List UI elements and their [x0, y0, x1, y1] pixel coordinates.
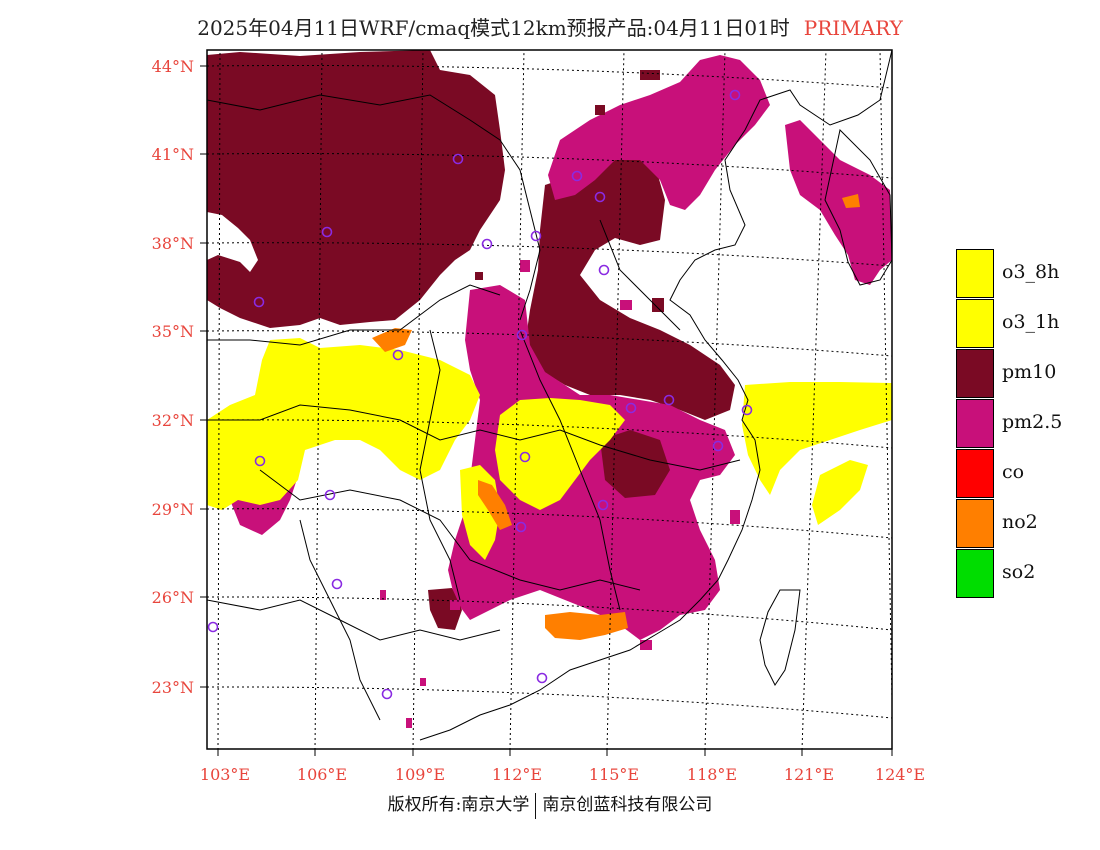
- coastline: [419, 50, 892, 741]
- no2-north-patch: [372, 328, 412, 352]
- longitude-labels: 103°E 106°E 109°E 112°E 115°E 118°E 121°…: [200, 765, 925, 784]
- footer-divider: [535, 792, 537, 819]
- legend-swatch: [956, 549, 994, 598]
- boundary-1: [207, 94, 541, 321]
- no2-central-patch: [478, 480, 512, 530]
- city-marker: [392, 349, 404, 361]
- lat-label: 41°N: [152, 145, 194, 164]
- boundary-2: [207, 284, 501, 346]
- lon-label: 118°E: [687, 765, 737, 784]
- boundary-6: [419, 329, 461, 601]
- lat-label: 44°N: [152, 57, 194, 76]
- lat-label: 26°N: [152, 588, 194, 607]
- lon-label: 115°E: [589, 765, 639, 784]
- boundary-5: [207, 599, 501, 641]
- city-markers: [207, 89, 753, 700]
- city-marker: [729, 89, 741, 101]
- pm10-central-region: [525, 150, 735, 420]
- graticule: [207, 50, 892, 749]
- city-marker: [530, 230, 542, 242]
- city-marker: [331, 578, 343, 590]
- city-marker: [594, 191, 606, 203]
- no2-east-patch: [842, 194, 860, 208]
- city-marker: [536, 672, 548, 684]
- legend-swatch: [956, 499, 994, 548]
- pollutant-fields: [207, 50, 892, 728]
- pm25-east-region: [785, 120, 892, 285]
- city-marker: [207, 621, 219, 633]
- latitude-labels: 44°N 41°N 38°N 35°N 32°N 29°N 26°N 23°N: [152, 57, 194, 697]
- boundary-3: [207, 404, 741, 471]
- city-marker: [254, 455, 266, 467]
- taiwan-outline: [759, 589, 801, 686]
- pm10-south-pocket: [428, 588, 462, 630]
- lon-label: 124°E: [875, 765, 925, 784]
- copyright-left: 版权所有:南京大学: [387, 795, 530, 815]
- legend-label: o3_1h: [1002, 311, 1060, 333]
- boundary-8: [599, 219, 681, 331]
- copyright-right: 南京创蓝科技有限公司: [542, 795, 713, 815]
- pm25-central-region: [448, 285, 735, 640]
- map-frame: [206, 49, 893, 750]
- o3-central-belt: [207, 338, 480, 510]
- city-marker: [324, 489, 336, 501]
- boundary-7: [519, 329, 621, 611]
- city-marker: [515, 521, 527, 533]
- map-title-tag: PRIMARY: [803, 16, 903, 40]
- legend-swatch: [956, 299, 994, 348]
- o3-middle-patch: [495, 398, 625, 510]
- lon-label: 121°E: [784, 765, 834, 784]
- o3-sea-patch: [812, 460, 868, 525]
- legend-swatch: [956, 249, 994, 298]
- map-title: 2025年04月11日WRF/cmaq模式12km预报产品:04月11日01时 P…: [0, 12, 1100, 41]
- city-marker: [452, 153, 464, 165]
- city-marker: [598, 264, 610, 276]
- city-marker: [516, 329, 528, 341]
- legend-swatch: [956, 399, 994, 448]
- city-marker: [571, 170, 583, 182]
- copyright-footer: 版权所有:南京大学 南京创蓝科技有限公司: [0, 790, 1100, 819]
- legend-label: no2: [1002, 511, 1038, 533]
- city-marker: [381, 688, 393, 700]
- city-marker: [321, 226, 333, 238]
- pm25-northeast-region: [548, 55, 770, 210]
- city-marker: [663, 394, 675, 406]
- city-marker: [253, 296, 265, 308]
- pm10-specks: [475, 70, 664, 312]
- city-marker: [481, 238, 493, 250]
- city-marker: [519, 451, 531, 463]
- lon-label: 112°E: [492, 765, 542, 784]
- city-marker: [712, 440, 724, 452]
- legend-label: o3_8h: [1002, 261, 1060, 283]
- lon-label: 109°E: [395, 765, 445, 784]
- city-marker: [625, 402, 637, 414]
- axis-ticks: [200, 65, 893, 756]
- city-marker: [741, 404, 753, 416]
- pm25-specks: [380, 260, 740, 728]
- korea-outline: [824, 128, 892, 286]
- legend-label: pm2.5: [1002, 411, 1063, 433]
- o3-east-coast-belt: [742, 382, 892, 495]
- lat-label: 23°N: [152, 678, 194, 697]
- lon-label: 106°E: [297, 765, 347, 784]
- map-title-main: 2025年04月11日WRF/cmaq模式12km预报产品:04月11日01时: [197, 16, 790, 40]
- lat-label: 32°N: [152, 411, 194, 430]
- city-marker: [597, 499, 609, 511]
- legend-swatch: [956, 449, 994, 498]
- lat-label: 29°N: [152, 500, 194, 519]
- pm10-north-region: [207, 50, 505, 328]
- legend-label: so2: [1002, 561, 1036, 583]
- lat-label: 35°N: [152, 322, 194, 341]
- legend-label: pm10: [1002, 361, 1057, 383]
- no2-south-patch: [545, 612, 628, 640]
- legend-swatch: [956, 349, 994, 398]
- lat-label: 38°N: [152, 234, 194, 253]
- boundary-9: [299, 519, 381, 721]
- lon-label: 103°E: [200, 765, 250, 784]
- legend-label: co: [1002, 461, 1025, 483]
- pm10-east-pocket: [600, 430, 670, 498]
